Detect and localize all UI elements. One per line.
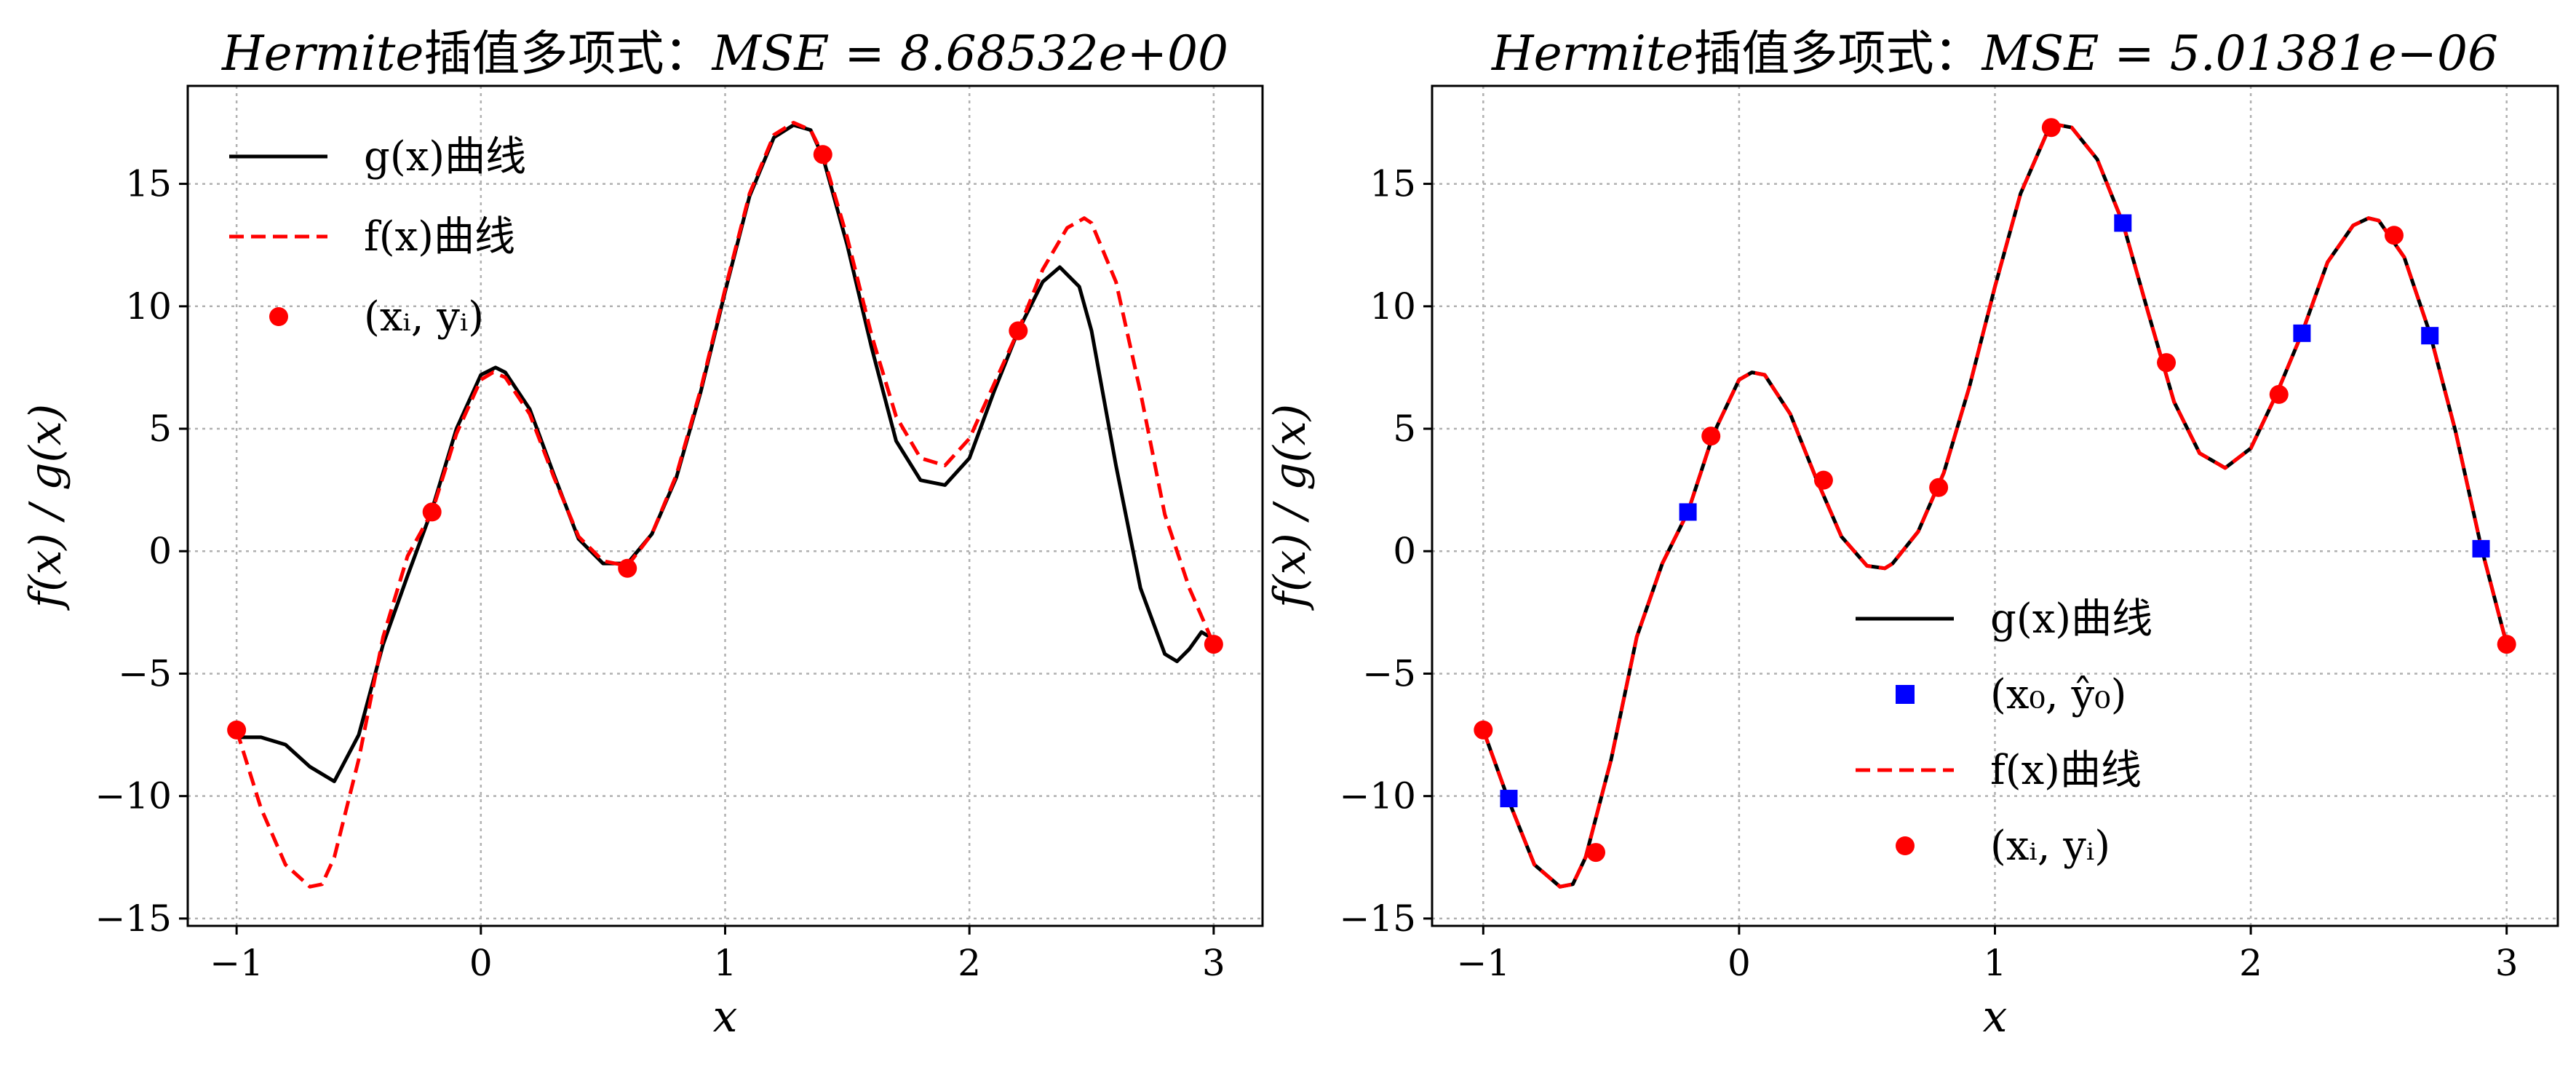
legend-label: (xᵢ, yᵢ)	[364, 293, 484, 341]
x-axis-label: x	[1983, 991, 2008, 1042]
interp-node-point	[2384, 226, 2404, 245]
y-tick-label: 15	[1370, 163, 1416, 205]
legend-label: (x₀, ŷ₀)	[1990, 671, 2126, 718]
x-tick-label: 2	[958, 942, 981, 984]
x-tick-label: 3	[2495, 942, 2519, 984]
interp-node-point	[1474, 720, 1493, 740]
x-tick-label: 2	[2239, 942, 2262, 984]
interp-node-point	[1204, 635, 1223, 654]
x-tick-label: 1	[714, 942, 737, 984]
legend-label: f(x)曲线	[364, 213, 515, 261]
y-tick-label: −5	[118, 652, 172, 694]
estimate-square-point	[2472, 539, 2490, 558]
interp-node-point	[227, 720, 247, 740]
y-tick-label: 5	[148, 408, 172, 450]
y-tick-label: 10	[1370, 285, 1416, 328]
chart-title: Hermite插值多项式：MSE = 8.68532e+00	[221, 25, 1228, 82]
interp-node-point	[2497, 635, 2516, 654]
interp-node-point	[2157, 353, 2177, 373]
legend-circle-swatch	[269, 307, 288, 326]
interp-node-point	[1929, 477, 1949, 497]
legend-label: f(x)曲线	[1990, 747, 2142, 794]
f-curve-line	[234, 121, 1216, 889]
x-axis-label: x	[713, 991, 738, 1042]
title-cn: 插值多项式：	[1693, 25, 1981, 82]
y-tick-label: 0	[148, 530, 172, 572]
interp-node-point	[422, 502, 442, 522]
y-tick-label: 10	[125, 285, 172, 328]
legend-label: g(x)曲线	[1990, 595, 2152, 643]
f-curve-line	[1481, 123, 2509, 889]
title-cn: 插值多项式：	[424, 25, 712, 82]
plot-area	[234, 121, 1216, 889]
interp-node-point	[618, 558, 637, 578]
interp-node-point	[2041, 118, 2061, 138]
estimate-square-point	[1679, 503, 1697, 521]
y-tick-label: 0	[1393, 530, 1416, 572]
interp-node-point	[2269, 384, 2289, 404]
legend: g(x)曲线 (x₀, ŷ₀) f(x)曲线 (xᵢ, yᵢ)	[1856, 595, 2152, 870]
interp-node-point	[813, 145, 832, 165]
legend-circle-swatch	[1896, 836, 1915, 855]
x-tick-label: −1	[1456, 942, 1510, 984]
legend-square-swatch	[1896, 685, 1915, 704]
y-tick-label: −15	[1339, 897, 1416, 940]
x-tick-label: 0	[1728, 942, 1751, 984]
y-axis-label: f(x) / g(x)	[20, 404, 71, 611]
x-tick-label: 0	[469, 942, 493, 984]
chart-title: Hermite插值多项式：MSE = 5.01381e−06	[1491, 25, 2498, 82]
estimate-square-point	[2114, 214, 2132, 232]
plot-area	[1481, 123, 2509, 889]
y-tick-label: −10	[95, 775, 172, 817]
x-tick-label: −1	[210, 942, 263, 984]
legend-label: g(x)曲线	[364, 133, 526, 181]
legend-label: (xᵢ, yᵢ)	[1990, 823, 2110, 870]
legend: g(x)曲线 f(x)曲线 (xᵢ, yᵢ)	[229, 133, 526, 341]
x-tick-label: 3	[1202, 942, 1225, 984]
y-tick-label: −15	[95, 897, 172, 940]
interp-node-point	[1009, 321, 1028, 341]
estimate-square-point	[1500, 790, 1518, 808]
title-metric: MSE = 5.01381e−06	[1981, 25, 2498, 82]
title-name: Hermite	[221, 25, 424, 82]
y-tick-label: −10	[1339, 775, 1416, 817]
y-tick-label: 15	[125, 163, 172, 205]
estimate-square-point	[2293, 324, 2311, 342]
interp-node-point	[1701, 427, 1721, 446]
y-axis-label: f(x) / g(x)	[1265, 404, 1316, 611]
x-tick-label: 1	[1984, 942, 2007, 984]
interp-node-point	[1813, 470, 1833, 490]
title-name: Hermite	[1491, 25, 1693, 82]
y-tick-label: 5	[1393, 408, 1416, 450]
interp-node-point	[1586, 843, 1606, 863]
title-metric: MSE = 8.68532e+00	[711, 25, 1228, 82]
y-tick-label: −5	[1362, 652, 1416, 694]
estimate-square-point	[2421, 327, 2439, 345]
